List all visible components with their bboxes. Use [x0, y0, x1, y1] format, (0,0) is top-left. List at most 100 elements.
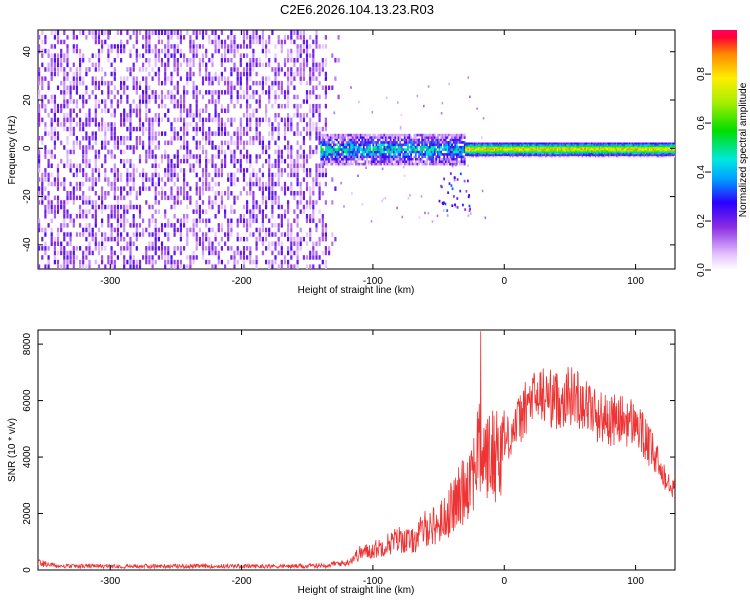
heatmap-cell — [110, 259, 113, 265]
heatmap-cell — [518, 149, 521, 152]
heatmap-cell — [590, 148, 593, 151]
heatmap-cell — [580, 149, 582, 152]
heatmap-cell — [69, 163, 72, 168]
heatmap-cell — [386, 138, 389, 142]
heatmap-cell — [365, 166, 367, 169]
heatmap-cell — [246, 236, 249, 242]
heatmap-cell — [132, 76, 135, 81]
heatmap-cell — [53, 145, 56, 150]
heatmap-cell — [220, 200, 223, 205]
heatmap-cell — [186, 80, 189, 86]
heatmap-cell — [312, 76, 315, 81]
heatmap-cell — [605, 145, 607, 148]
heatmap-cell — [173, 195, 176, 201]
heatmap-cell — [399, 133, 401, 137]
heatmap-cell — [110, 223, 113, 228]
heatmap-cell — [154, 113, 157, 118]
heatmap-cell — [72, 149, 75, 155]
heatmap-cell — [85, 67, 88, 72]
heatmap-cell — [107, 80, 110, 86]
heatmap-cell — [522, 151, 525, 153]
heatmap-cell — [476, 107, 478, 110]
heatmap-cell — [60, 250, 63, 256]
heatmap-cell — [342, 136, 345, 139]
heatmap-cell — [388, 143, 390, 147]
heatmap-cell — [94, 108, 97, 113]
heatmap-cell — [135, 259, 138, 265]
heatmap-cell — [148, 30, 151, 35]
heatmap-cell — [53, 255, 56, 260]
heatmap-cell — [79, 30, 82, 35]
heatmap-cell — [397, 138, 400, 142]
heatmap-cell — [198, 30, 201, 35]
heatmap-cell — [315, 30, 318, 35]
heatmap-cell — [224, 214, 227, 219]
heatmap-cell — [44, 241, 47, 246]
heatmap-cell — [411, 157, 414, 161]
heatmap-cell — [593, 155, 596, 158]
heatmap-cell — [299, 145, 302, 150]
heatmap-cell — [60, 223, 63, 228]
heatmap-cell — [302, 204, 305, 210]
heatmap-cell — [214, 117, 217, 123]
heatmap-cell — [179, 117, 182, 123]
heatmap-cell — [242, 264, 246, 269]
heatmap-cell — [53, 62, 56, 68]
heatmap-cell — [545, 151, 547, 153]
heatmap-cell — [386, 136, 389, 139]
heatmap-cell — [208, 117, 211, 123]
heatmap-cell — [302, 71, 305, 77]
heatmap-cell — [441, 101, 444, 105]
heatmap-cell — [217, 117, 220, 123]
heatmap-cell — [258, 236, 261, 242]
heatmap-cell — [82, 200, 85, 205]
heatmap-cell — [598, 142, 601, 145]
heatmap-cell — [94, 85, 97, 90]
heatmap-cell — [571, 151, 573, 153]
heatmap-cell — [385, 157, 387, 161]
heatmap-cell — [389, 148, 392, 151]
heatmap-cell — [609, 152, 611, 155]
heatmap-cell — [457, 150, 460, 154]
heatmap-cell — [274, 58, 277, 63]
heatmap-cell — [396, 150, 398, 154]
heatmap-cell — [82, 53, 85, 58]
heatmap-cell — [129, 108, 132, 113]
heatmap-cell — [347, 160, 349, 163]
heatmap-cell — [413, 145, 416, 149]
heatmap-cell — [252, 53, 255, 58]
heatmap-cell — [56, 108, 60, 113]
heatmap-cell — [334, 236, 337, 242]
heatmap-cell — [198, 177, 201, 182]
heatmap-cell — [521, 143, 523, 146]
heatmap-cell — [552, 145, 555, 148]
heatmap-cell — [227, 90, 230, 95]
heatmap-cell — [116, 136, 119, 141]
heatmap-cell — [604, 142, 606, 145]
heatmap-cell — [555, 149, 558, 152]
heatmap-cell — [432, 150, 435, 154]
heatmap-cell — [610, 148, 613, 151]
heatmap-cell — [520, 146, 522, 149]
heatmap-cell — [448, 157, 450, 161]
heatmap-cell — [201, 186, 205, 191]
heatmap-cell — [82, 136, 85, 141]
heatmap-cell — [211, 99, 214, 104]
heatmap-cell — [198, 126, 201, 132]
heatmap-cell — [179, 53, 182, 58]
heatmap-cell — [489, 143, 492, 146]
heatmap-cell — [249, 39, 252, 45]
heatmap-cell — [351, 153, 354, 156]
heatmap-cell — [214, 264, 217, 269]
heatmap-cell — [394, 136, 397, 139]
heatmap-cell — [97, 122, 101, 127]
heatmap-cell — [72, 48, 75, 54]
heatmap-cell — [63, 177, 66, 182]
heatmap-cell — [600, 146, 602, 149]
heatmap-cell — [79, 67, 82, 72]
heatmap-cell — [101, 48, 104, 54]
heatmap-cell — [476, 154, 479, 156]
heatmap-cell — [546, 146, 548, 149]
heatmap-cell — [312, 214, 315, 219]
heatmap-cell — [53, 181, 56, 187]
